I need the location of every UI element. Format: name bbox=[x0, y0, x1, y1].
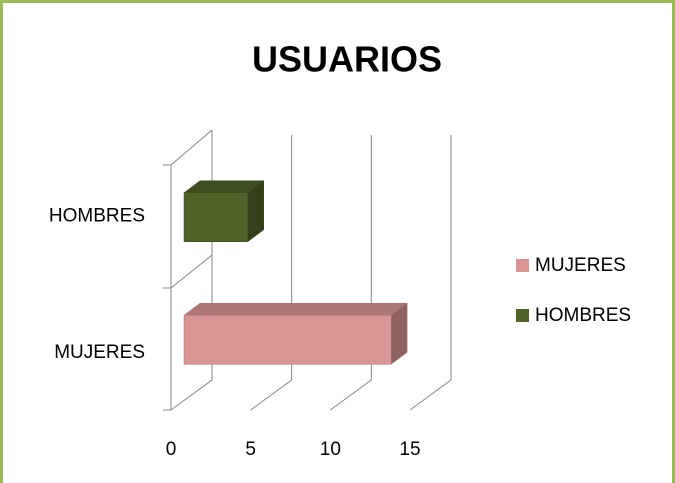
x-tick-label: 0 bbox=[166, 439, 177, 460]
grid-line bbox=[250, 135, 293, 411]
bar-top bbox=[183, 303, 408, 316]
bar-front bbox=[183, 315, 392, 365]
y-tick-label: HOMBRES bbox=[49, 205, 145, 226]
x-tick-label: 5 bbox=[245, 439, 256, 460]
x-tick-label: 10 bbox=[320, 439, 341, 460]
legend-label: HOMBRES bbox=[535, 305, 631, 326]
x-tick-label: 15 bbox=[399, 439, 420, 460]
chart-title: USUARIOS bbox=[252, 39, 442, 80]
bar bbox=[183, 180, 265, 243]
grid-line bbox=[409, 135, 452, 411]
legend-swatch bbox=[516, 309, 529, 322]
legend-swatch bbox=[516, 259, 529, 272]
bar bbox=[183, 302, 408, 365]
grid-line bbox=[330, 135, 372, 411]
y-tick-label: MUJERES bbox=[54, 342, 145, 363]
bar-front bbox=[183, 192, 248, 242]
legend-label: MUJERES bbox=[535, 255, 626, 276]
